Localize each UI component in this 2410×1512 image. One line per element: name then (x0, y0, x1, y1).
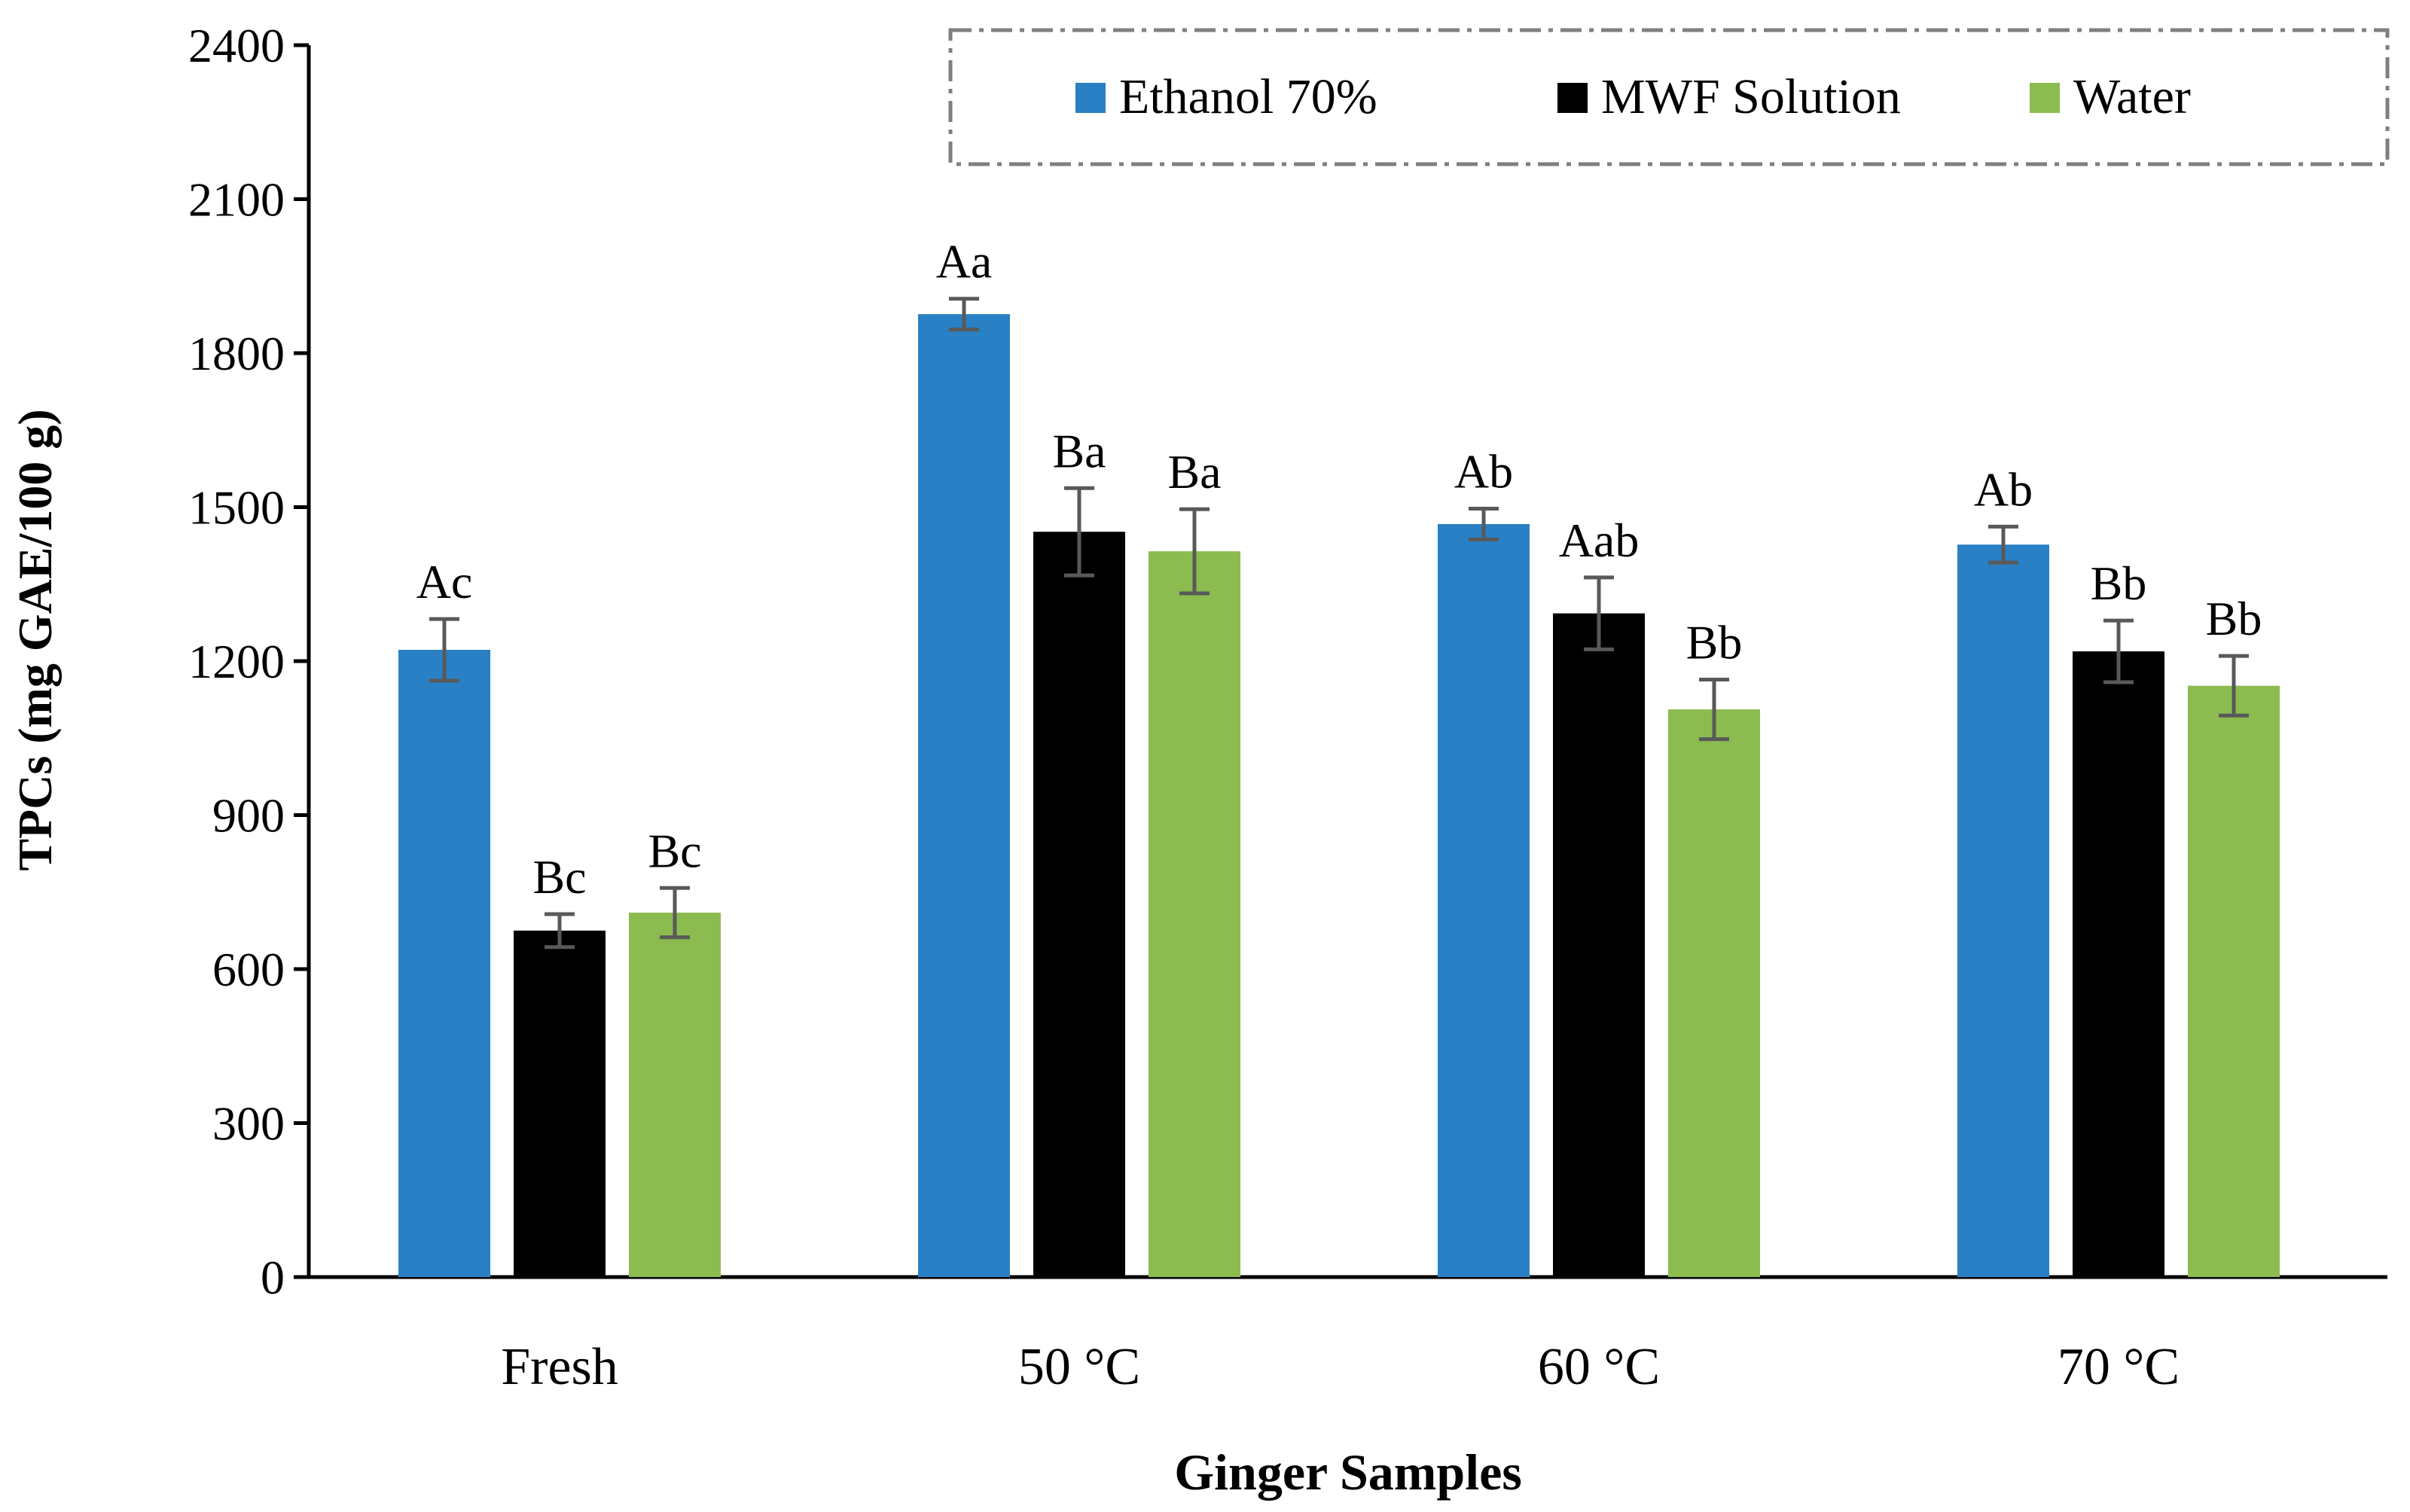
bar-series (398, 314, 2280, 1277)
y-tick-label: 1500 (188, 481, 285, 535)
significance-label: Bc (648, 824, 701, 877)
legend-label: Ethanol 70% (1119, 69, 1377, 124)
bar (2073, 651, 2164, 1277)
significance-label: Aa (936, 235, 993, 288)
bar (629, 913, 721, 1277)
error-bar (545, 912, 575, 950)
legend-item: Ethanol 70% (1075, 69, 1377, 124)
significance-labels: Ac Aa Ab Ab Bc Ba Aab Bb Bc Ba Bb Bb (416, 235, 2262, 904)
error-bar (2103, 618, 2134, 684)
legend-label: Water (2073, 69, 2191, 124)
legend-box (948, 28, 2390, 166)
significance-label: Bb (2091, 556, 2147, 610)
y-tick-label: 900 (212, 789, 285, 843)
error-bar (660, 886, 690, 940)
y-tick-label: 1800 (188, 327, 285, 380)
error-bar (429, 617, 459, 683)
significance-label: Ba (1167, 445, 1221, 498)
error-bar (1469, 507, 1499, 541)
y-tick-label: 0 (261, 1251, 285, 1304)
bar (918, 314, 1010, 1277)
bar (1957, 544, 2049, 1277)
bar (514, 930, 606, 1277)
bar (2188, 685, 2280, 1277)
y-tick-label: 1200 (188, 635, 285, 688)
bar (398, 650, 490, 1277)
legend: Ethanol 70% MWF Solution Water (948, 28, 2390, 166)
error-bar (1584, 575, 1614, 651)
significance-label: Bc (532, 850, 586, 904)
x-axis-title: Ginger Samples (1174, 1443, 1522, 1501)
error-bars (429, 297, 2249, 950)
error-bar (1064, 486, 1094, 578)
x-tick-label: 60 °C (1538, 1338, 1660, 1396)
y-tick-label: 2100 (188, 173, 285, 227)
x-tick-label: Fresh (501, 1338, 618, 1396)
legend-swatch (1557, 83, 1588, 113)
x-tick-label: 70 °C (2058, 1338, 2180, 1396)
error-bar (1179, 507, 1210, 596)
y-tick-label: 300 (212, 1097, 285, 1151)
bar (1553, 613, 1645, 1277)
significance-label: Bb (2206, 592, 2262, 645)
bar (1668, 709, 1760, 1277)
x-axis: Fresh 50 °C 60 °C 70 °C (309, 1275, 2387, 1396)
bar (1033, 532, 1125, 1277)
significance-label: Ab (1454, 445, 1513, 498)
legend-item: MWF Solution (1557, 69, 1901, 124)
legend-swatch (1075, 83, 1106, 113)
legend-item: Water (2030, 69, 2191, 124)
significance-label: Bb (1686, 616, 1743, 669)
bar (1438, 523, 1530, 1277)
significance-label: Ac (416, 555, 473, 608)
y-tick-label: 600 (212, 943, 285, 996)
legend-label: MWF Solution (1601, 69, 1901, 124)
legend-swatch (2030, 83, 2060, 113)
significance-label: Aab (1559, 514, 1640, 567)
significance-label: Ab (1974, 462, 2033, 516)
error-bar (1699, 678, 1729, 742)
error-bar (949, 297, 979, 332)
bar (1149, 551, 1240, 1277)
error-bar (1988, 524, 2018, 565)
error-bar (2219, 654, 2249, 718)
x-tick-label: 50 °C (1018, 1338, 1140, 1396)
y-axis-title: TPCs (mg GAE/100 g) (8, 409, 62, 870)
y-axis: 0 300 600 900 1200 1500 1800 2100 2400 (188, 19, 311, 1304)
y-tick-label: 2400 (188, 19, 285, 72)
significance-label: Ba (1052, 424, 1106, 477)
